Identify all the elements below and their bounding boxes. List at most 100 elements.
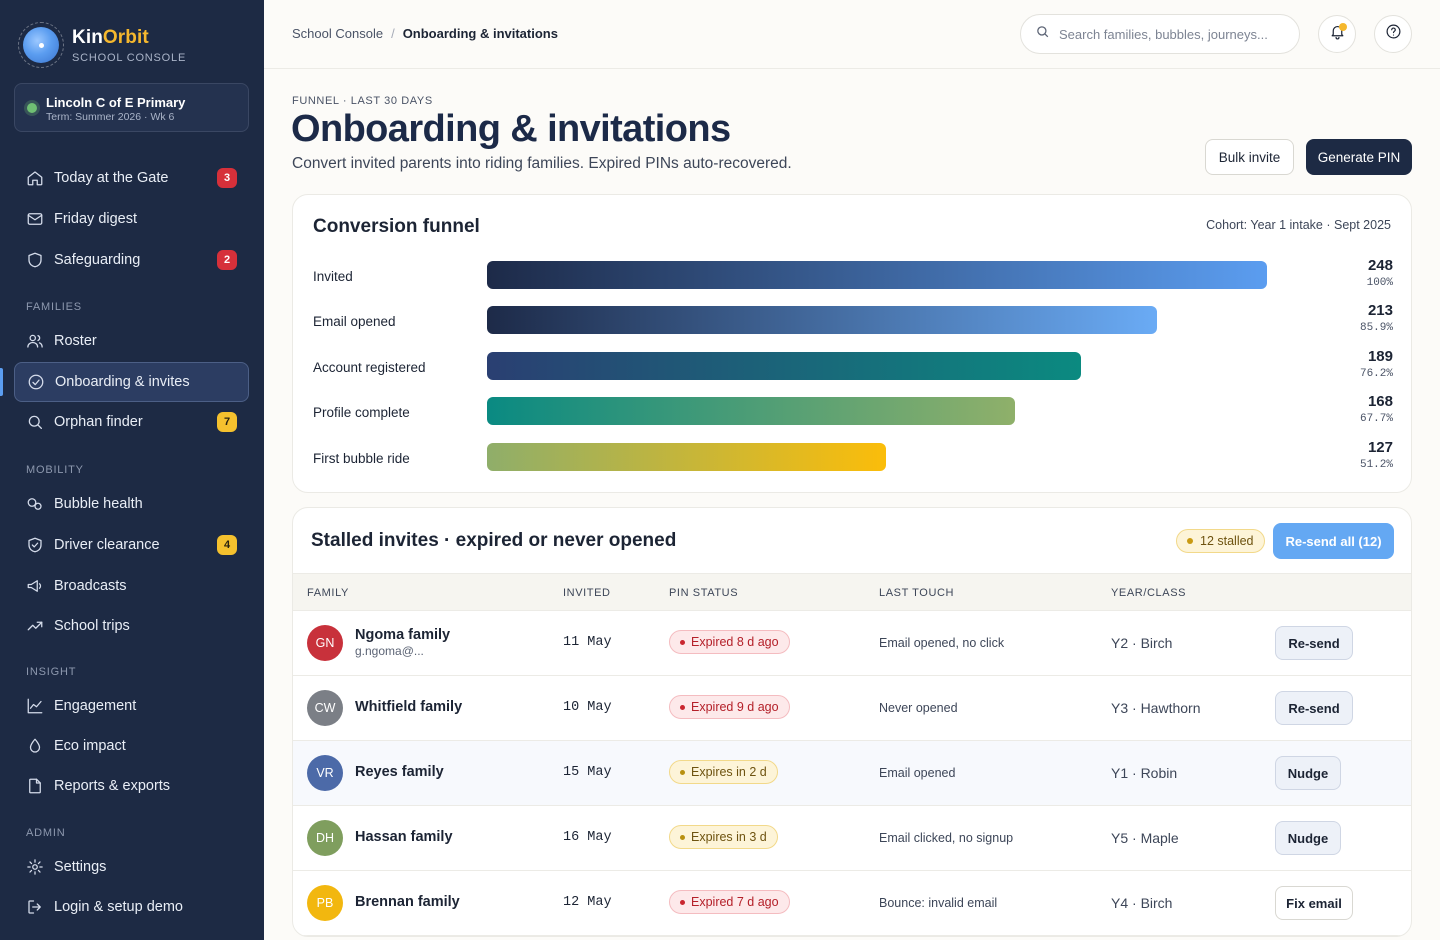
- shield-icon: [26, 251, 44, 269]
- sidebar-item-label: Settings: [54, 859, 107, 875]
- notification-dot: [1339, 23, 1347, 31]
- column-header-invited[interactable]: INVITED: [563, 587, 611, 599]
- stalled-invites-card: Stalled invites · expired or never opene…: [292, 507, 1412, 937]
- column-header-pin-status[interactable]: PIN STATUS: [669, 587, 739, 599]
- page-title: Onboarding & invitations: [291, 108, 731, 150]
- mail-icon: [26, 210, 44, 228]
- invited-date: 10 May: [563, 700, 612, 715]
- last-touch: Email opened: [879, 766, 956, 780]
- family-name[interactable]: Whitfield family: [355, 699, 463, 715]
- table-row[interactable]: PB Brennan family 12 May Expired 7 d ago Bou…: [293, 871, 1411, 936]
- funnel-stage-label: First bubble ride: [313, 451, 410, 466]
- droplet-icon: [26, 737, 44, 755]
- funnel-count: 248: [1367, 257, 1393, 274]
- invited-date: 15 May: [563, 765, 612, 780]
- check-circle-icon: [27, 373, 45, 391]
- funnel-bar[interactable]: [487, 306, 1157, 334]
- brand-name: KinOrbit: [72, 26, 149, 48]
- search-icon: [1035, 24, 1050, 44]
- sidebar-item-school-trips[interactable]: School trips: [14, 608, 249, 644]
- family-name[interactable]: Hassan family: [355, 829, 453, 845]
- active-indicator: [0, 368, 3, 396]
- table-row[interactable]: CW Whitfield family 10 May Expired 9 d ago N…: [293, 676, 1411, 741]
- funnel-track: [487, 352, 1267, 380]
- funnel-count: 189: [1367, 348, 1393, 365]
- status-dot-icon: [27, 103, 37, 113]
- status-dot-icon: [680, 704, 685, 710]
- funnel-row: Invited 248 100%: [293, 257, 1413, 297]
- count-badge: 7: [217, 412, 237, 432]
- funnel-row: First bubble ride 127 51.2%: [293, 439, 1413, 479]
- column-header-last-touch[interactable]: LAST TOUCH: [879, 587, 955, 599]
- resend-button[interactable]: Re-send: [1275, 691, 1353, 725]
- page-subtitle: Convert invited parents into riding fami…: [292, 155, 792, 172]
- invited-date: 12 May: [563, 895, 612, 910]
- sidebar-item-login-setup-demo[interactable]: Login & setup demo: [14, 889, 249, 925]
- gear-icon: [26, 858, 44, 876]
- invited-date: 16 May: [563, 830, 612, 845]
- table-row[interactable]: GN Ngoma family g.ngoma@... 11 May Expired 8…: [293, 611, 1411, 676]
- funnel-bar[interactable]: [487, 443, 886, 471]
- column-header-year-class[interactable]: YEAR/CLASS: [1111, 587, 1187, 599]
- sidebar-item-settings[interactable]: Settings: [14, 849, 249, 885]
- table-row[interactable]: VR Reyes family 15 May Expires in 2 d Email …: [293, 741, 1411, 806]
- sidebar-item-bubble-health[interactable]: Bubble health: [14, 486, 249, 522]
- help-icon: [1385, 23, 1402, 45]
- search-box[interactable]: [1020, 14, 1300, 54]
- stalled-count-badge: 12 stalled: [1176, 529, 1265, 553]
- section-label-families: FAMILIES: [26, 301, 82, 313]
- sidebar-item-label: Bubble health: [54, 496, 143, 512]
- family-name[interactable]: Ngoma family: [355, 627, 451, 643]
- sidebar-item-driver-clearance[interactable]: Driver clearance 4: [14, 527, 249, 563]
- funnel-percent: 51.2%: [1359, 459, 1393, 471]
- sidebar-item-today-at-the-gate[interactable]: Today at the Gate 3: [14, 160, 249, 196]
- family-email: g.ngoma@...: [355, 644, 424, 658]
- avatar: PB: [307, 885, 343, 921]
- stalled-title: Stalled invites · expired or never opene…: [311, 530, 677, 551]
- sidebar-item-reports-exports[interactable]: Reports & exports: [14, 768, 249, 804]
- breadcrumb-current: Onboarding & invitations: [402, 26, 558, 41]
- last-touch: Bounce: invalid email: [879, 896, 998, 910]
- table-row[interactable]: DH Hassan family 16 May Expires in 3 d Email…: [293, 806, 1411, 871]
- nudge-button[interactable]: Nudge: [1275, 821, 1341, 855]
- fix-button[interactable]: Fix email: [1275, 886, 1353, 920]
- notifications-button[interactable]: [1318, 15, 1356, 53]
- sidebar-item-engagement[interactable]: Engagement: [14, 688, 249, 724]
- breadcrumb-root[interactable]: School Console: [292, 26, 384, 41]
- sidebar-item-roster[interactable]: Roster: [14, 323, 249, 359]
- column-header-family[interactable]: FAMILY: [307, 587, 349, 599]
- topbar: School Console / Onboarding & invitations: [264, 0, 1440, 69]
- sidebar-item-broadcasts[interactable]: Broadcasts: [14, 568, 249, 604]
- shield-check-icon: [26, 536, 44, 554]
- funnel-bar[interactable]: [487, 352, 1081, 380]
- school-switcher[interactable]: Lincoln C of E Primary Term: Summer 2026…: [14, 83, 249, 132]
- school-term: Term: Summer 2026 · Wk 6: [46, 111, 175, 123]
- resend-button[interactable]: Re-send: [1275, 626, 1353, 660]
- section-label-mobility: MOBILITY: [26, 464, 84, 476]
- family-name[interactable]: Reyes family: [355, 764, 444, 780]
- sidebar-item-eco-impact[interactable]: Eco impact: [14, 728, 249, 764]
- funnel-stage-label: Email opened: [313, 314, 396, 329]
- bulk-invite-button[interactable]: Bulk invite: [1205, 139, 1294, 175]
- funnel-bar[interactable]: [487, 397, 1015, 425]
- nudge-button[interactable]: Nudge: [1275, 756, 1341, 790]
- sidebar-item-onboarding-invites[interactable]: Onboarding & invites: [14, 362, 249, 402]
- help-button[interactable]: [1374, 15, 1412, 53]
- generate-pin-button[interactable]: Generate PIN: [1306, 139, 1412, 175]
- sidebar-item-friday-digest[interactable]: Friday digest: [14, 201, 249, 237]
- year-class: Y4 · Birch: [1111, 895, 1173, 911]
- funnel-percent: 85.9%: [1359, 322, 1393, 334]
- search-input[interactable]: [1059, 26, 1279, 42]
- resend-all-button[interactable]: Re-send all (12): [1273, 523, 1394, 559]
- funnel-bar[interactable]: [487, 261, 1267, 289]
- sidebar: KinOrbit SCHOOL CONSOLE Lincoln C of E P…: [0, 0, 264, 940]
- avatar: CW: [307, 690, 343, 726]
- sidebar-item-label: Broadcasts: [54, 578, 127, 594]
- funnel-row: Account registered 189 76.2%: [293, 348, 1413, 388]
- sidebar-item-orphan-finder[interactable]: Orphan finder 7: [14, 404, 249, 440]
- family-name[interactable]: Brennan family: [355, 894, 460, 910]
- sidebar-item-safeguarding[interactable]: Safeguarding 2: [14, 242, 249, 278]
- table-header: FAMILY INVITED PIN STATUS LAST TOUCH YEA…: [293, 573, 1411, 611]
- brand[interactable]: KinOrbit SCHOOL CONSOLE: [18, 22, 186, 68]
- last-touch: Never opened: [879, 701, 958, 715]
